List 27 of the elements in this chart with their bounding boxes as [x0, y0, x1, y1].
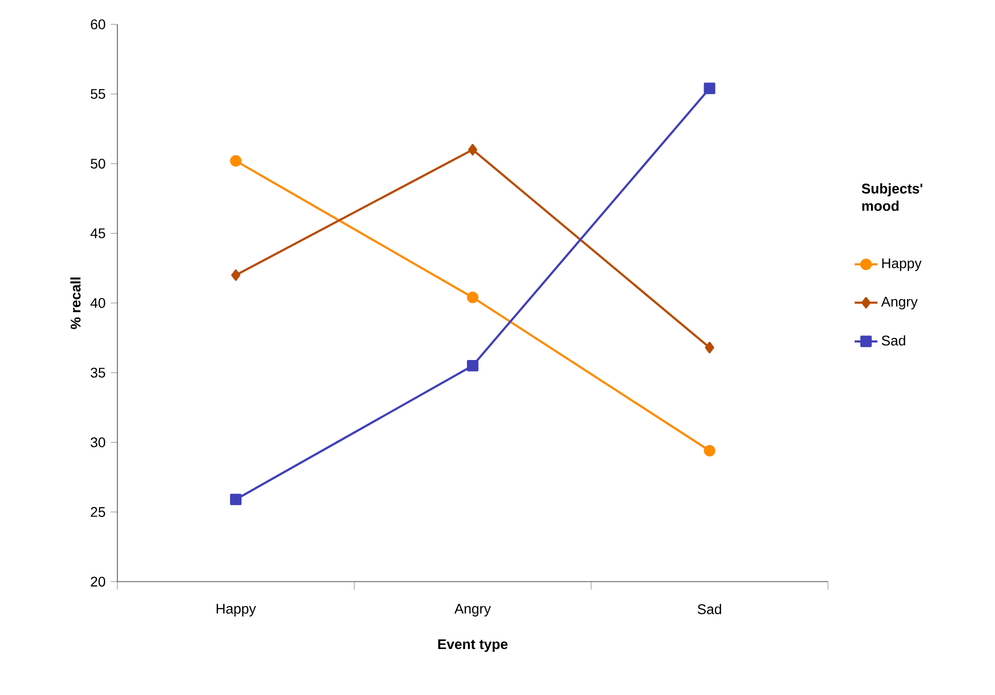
y-tick-label: 35 [90, 368, 106, 378]
point [230, 494, 242, 506]
x-tick-label: Happy [216, 604, 256, 616]
y-tick-label: 50 [90, 158, 106, 169]
x-tick-label: Sad [698, 604, 722, 614]
y-axis-title: % recall [70, 278, 81, 330]
point [704, 82, 716, 94]
y-tick-label: 45 [90, 228, 106, 238]
y-tick-label: 60 [90, 19, 106, 30]
y-tick-label: 25 [90, 507, 106, 517]
point [231, 269, 240, 281]
y-tick-label: 20 [90, 576, 106, 587]
y-tick-label: 55 [90, 89, 106, 99]
legend-label: Sad [882, 335, 906, 346]
x-tick-label: Angry [454, 604, 491, 616]
point [230, 155, 242, 167]
x-axis-title: Event type [438, 639, 508, 652]
point [466, 360, 478, 372]
point [704, 342, 714, 354]
point [468, 144, 478, 156]
legend-label: Angry [881, 296, 918, 310]
point [704, 444, 716, 456]
legend-label: Happy [882, 258, 922, 272]
y-tick-label: 40 [90, 298, 106, 308]
legend-title: Subjects' mood [862, 183, 922, 211]
y-tick-label: 30 [90, 437, 106, 448]
point [466, 292, 478, 304]
